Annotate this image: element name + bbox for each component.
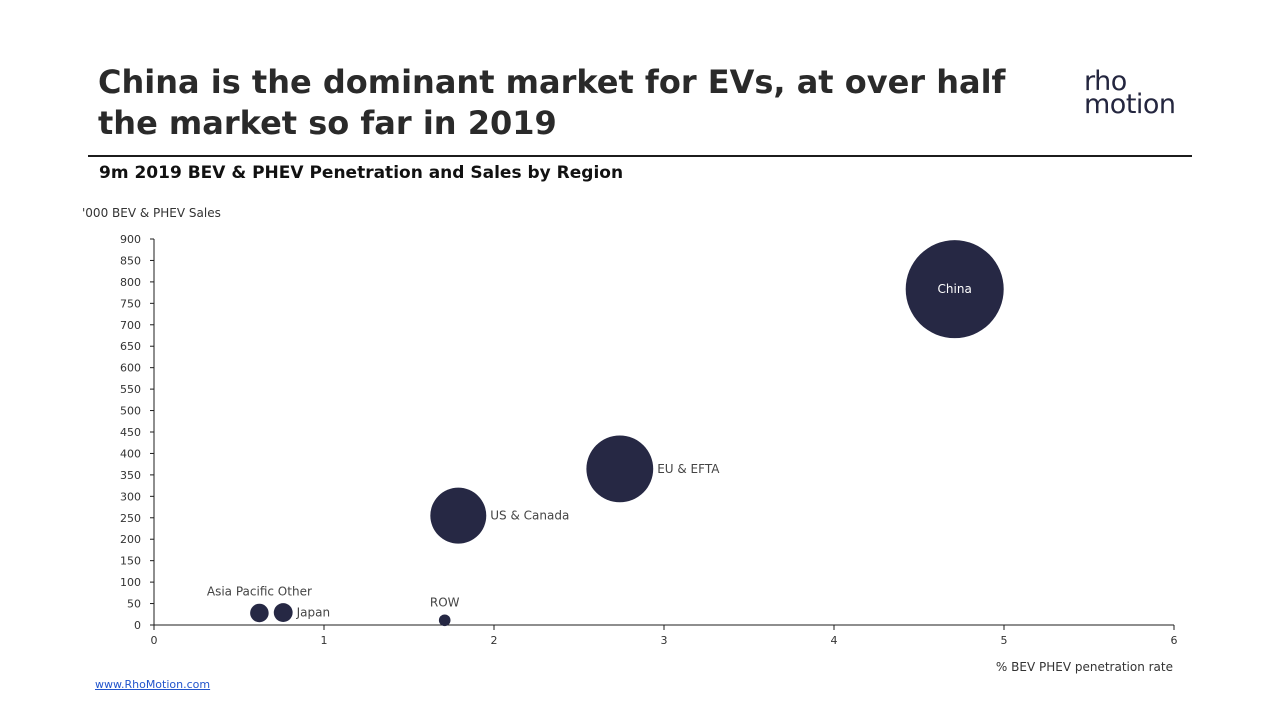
y-tick-label: 750 <box>120 297 141 310</box>
bubble-label-eu-efta: EU & EFTA <box>657 462 720 476</box>
x-tick-label: 0 <box>151 634 158 647</box>
x-tick-label: 4 <box>831 634 838 647</box>
x-tick-label: 1 <box>321 634 328 647</box>
bubble-eu-efta <box>586 435 654 503</box>
x-tick-label: 5 <box>1001 634 1008 647</box>
bubble-label-china: China <box>938 282 972 296</box>
y-tick-label: 450 <box>120 426 141 439</box>
y-tick-label: 150 <box>120 555 141 568</box>
rho-motion-logo: rho motion <box>1084 66 1194 120</box>
y-tick-label: 0 <box>134 619 141 632</box>
x-tick-label: 6 <box>1171 634 1178 647</box>
chart-axes: 0501001502002503003504004505005506006507… <box>120 233 1178 647</box>
y-tick-label: 200 <box>120 533 141 546</box>
y-tick-label: 350 <box>120 469 141 482</box>
title-divider <box>88 155 1192 157</box>
x-tick-label: 2 <box>491 634 498 647</box>
bubble-us-canada <box>430 487 487 544</box>
logo-line-2: motion <box>1084 89 1176 120</box>
bubble-label-us-canada: US & Canada <box>490 509 569 523</box>
page-title: China is the dominant market for EVs, at… <box>98 63 1006 142</box>
y-tick-label: 400 <box>120 447 141 460</box>
chart-bubbles: China EU & EFTA US & Canada Asia Pacific Ot… <box>207 240 1004 627</box>
bubble-label-japan: Japan <box>296 606 330 620</box>
x-tick-label: 3 <box>661 634 668 647</box>
y-tick-label: 650 <box>120 340 141 353</box>
y-tick-label: 700 <box>120 319 141 332</box>
y-tick-label: 250 <box>120 512 141 525</box>
bubble-label-asia-pacific-other: Asia Pacific Other <box>207 585 312 599</box>
bubble-asia-pacific-other <box>250 603 269 623</box>
logo-line-1: rho <box>1084 66 1127 97</box>
y-tick-label: 800 <box>120 276 141 289</box>
bubble-japan <box>273 603 293 622</box>
y-tick-label: 550 <box>120 383 141 396</box>
y-tick-label: 850 <box>120 254 141 267</box>
y-tick-label: 50 <box>127 598 141 611</box>
y-tick-label: 600 <box>120 362 141 375</box>
bubble-china <box>905 240 1004 339</box>
y-tick-label: 500 <box>120 405 141 418</box>
bubble-label-row: ROW <box>430 595 460 609</box>
x-axis-label: % BEV PHEV penetration rate <box>995 660 1173 674</box>
bubble-row <box>438 614 451 627</box>
y-axis-label: '000 BEV & PHEV Sales <box>82 206 221 220</box>
y-tick-label: 900 <box>120 233 141 246</box>
chart-title: 9m 2019 BEV & PHEV Penetration and Sales… <box>99 163 624 183</box>
website-link[interactable]: www.RhoMotion.com <box>95 678 211 691</box>
y-tick-label: 300 <box>120 490 141 503</box>
y-tick-label: 100 <box>120 576 141 589</box>
